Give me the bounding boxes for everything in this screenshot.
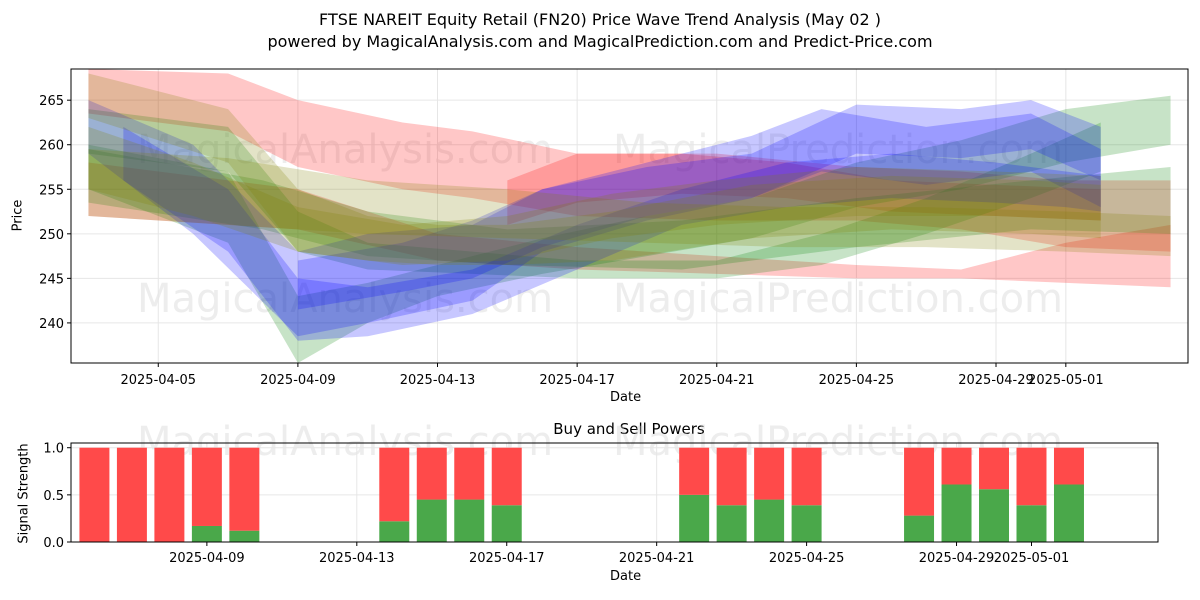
sell-bar	[379, 447, 410, 522]
price-x-tick-label: 2025-04-29	[958, 373, 1034, 388]
price-x-tick-label: 2025-04-09	[260, 373, 336, 388]
buy-bar	[791, 505, 822, 542]
buy-bar	[941, 484, 972, 542]
price-y-tick-label: 250	[39, 228, 64, 243]
price-band-0	[88, 69, 1171, 252]
price-band-8	[297, 100, 1101, 310]
price-band-5	[88, 149, 1171, 270]
buy-bar	[379, 521, 410, 542]
sell-bar	[941, 447, 972, 485]
buy-bar	[754, 499, 785, 542]
signal-x-tick-label: 2025-04-25	[769, 551, 845, 566]
signal-x-tick-label: 2025-04-13	[319, 551, 395, 566]
price-y-tick-label: 255	[39, 183, 64, 198]
buy-bar	[229, 530, 260, 542]
bar-chart-title: Buy and Sell Powers	[553, 420, 705, 438]
sell-bar	[191, 447, 222, 526]
signal-x-tick-label: 2025-04-09	[169, 551, 245, 566]
price-band-9	[88, 73, 1101, 265]
signal-y-axis-label: Signal Strength	[16, 443, 32, 544]
sell-bar	[754, 447, 785, 500]
signal-x-axis-label: Date	[610, 569, 642, 584]
price-band-4	[88, 95, 1171, 363]
price-band-10	[88, 149, 1171, 257]
signal-y-tick-label: 0.0	[43, 536, 64, 551]
figure-title: FTSE NAREIT Equity Retail (FN20) Price W…	[319, 10, 881, 29]
price-x-tick-label: 2025-04-21	[679, 373, 755, 388]
sell-bar	[79, 447, 110, 542]
price-y-axis-label: Price	[10, 199, 26, 232]
signal-y-tick-label: 0.5	[43, 489, 64, 504]
sell-bar	[416, 447, 447, 500]
price-y-tick-label: 240	[39, 317, 64, 332]
signal-y-tick-label: 1.0	[43, 442, 64, 457]
watermark-text: MagicalPrediction.com	[613, 127, 1063, 173]
watermark-text: MagicalAnalysis.com	[137, 127, 553, 173]
buy-bar	[716, 505, 747, 542]
sell-bar	[229, 447, 260, 531]
sell-bar	[979, 447, 1010, 490]
watermark-text: MagicalAnalysis.com	[137, 276, 553, 322]
signal-plot-frame	[70, 442, 1159, 543]
sell-bar	[716, 447, 747, 506]
buy-bar	[1016, 505, 1047, 542]
sell-bar	[679, 447, 710, 495]
buy-bar	[416, 499, 447, 542]
price-x-axis-label: Date	[610, 390, 642, 405]
price-x-tick-label: 2025-04-13	[400, 373, 476, 388]
sell-bar	[454, 447, 485, 500]
buy-bar	[679, 494, 710, 542]
signal-chart: 2025-04-09 2025-04-13 2025-04-17 2025-04-21…	[43, 442, 1159, 566]
price-band-2	[507, 153, 1101, 225]
price-x-tick-label: 2025-04-05	[120, 373, 196, 388]
signal-x-tick-label: 2025-04-29	[919, 551, 995, 566]
watermark-text: MagicalPrediction.com	[613, 276, 1063, 322]
price-band-1	[88, 162, 1171, 288]
buy-bar	[191, 525, 222, 542]
sell-bar	[116, 447, 147, 542]
sell-bar	[904, 447, 935, 516]
signal-x-tick-label: 2025-04-21	[619, 551, 695, 566]
buy-bar	[1053, 484, 1084, 542]
price-plot-frame	[70, 68, 1189, 364]
sell-bar	[154, 447, 185, 542]
sell-bar	[1053, 447, 1084, 485]
price-y-tick-label: 260	[39, 139, 64, 154]
price-y-tick-label: 265	[39, 94, 64, 109]
price-x-tick-label: 2025-04-17	[539, 373, 615, 388]
buy-bar	[454, 499, 485, 542]
sell-bar	[1016, 447, 1047, 506]
price-x-tick-label: 2025-04-25	[819, 373, 895, 388]
price-band-6	[88, 100, 1101, 337]
sell-bar	[491, 447, 522, 506]
figure-subtitle: powered by MagicalAnalysis.com and Magic…	[267, 32, 933, 51]
price-band-3	[88, 109, 1101, 279]
price-band-11	[88, 126, 1101, 265]
price-chart: 2025-04-05 2025-04-09 2025-04-13 2025-04-17…	[39, 68, 1189, 388]
buy-bar	[491, 505, 522, 542]
price-x-tick-label: 2025-05-01	[1028, 373, 1104, 388]
price-y-tick-label: 245	[39, 272, 64, 287]
buy-bar	[979, 489, 1010, 542]
buy-bar	[904, 515, 935, 542]
signal-x-tick-label: 2025-05-01	[994, 551, 1070, 566]
signal-x-tick-label: 2025-04-17	[469, 551, 545, 566]
sell-bar	[791, 447, 822, 506]
price-band-7	[123, 126, 1101, 341]
